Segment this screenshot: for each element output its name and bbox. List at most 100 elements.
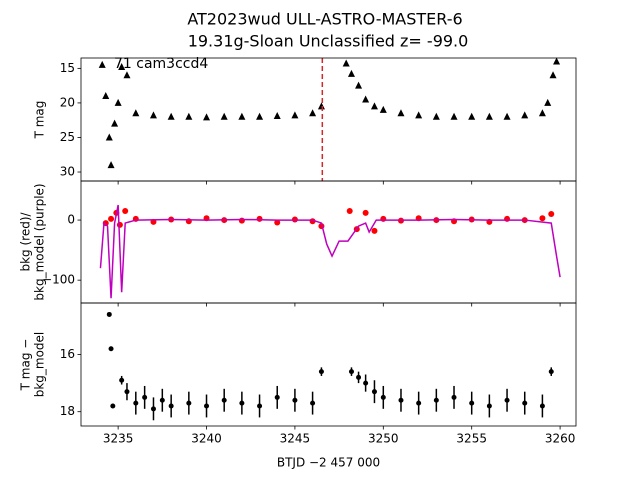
point	[274, 219, 281, 226]
y-tick-label: 25	[60, 130, 75, 144]
x-tick-label: 3235	[103, 432, 134, 446]
point	[110, 403, 116, 409]
point	[539, 215, 546, 222]
triangle-point	[123, 71, 131, 79]
point	[150, 406, 156, 412]
point	[221, 397, 227, 403]
model-line	[99, 204, 561, 299]
axes-frame	[80, 302, 577, 427]
point	[318, 369, 324, 375]
triangle-point	[370, 102, 378, 110]
y-tick-label: 0	[67, 213, 75, 227]
chart-subtitle: 19.31g-Sloan Unclassified z= -99.0	[188, 32, 469, 51]
point	[371, 389, 377, 395]
triangle-point	[415, 111, 423, 119]
point	[380, 215, 387, 222]
y-axis-label: T mag	[33, 101, 47, 140]
triangle-point	[203, 113, 211, 121]
point	[398, 397, 404, 403]
triangle-point	[538, 109, 546, 117]
x-tick-label: 3245	[280, 432, 311, 446]
point	[548, 369, 554, 375]
y-tick-label: 18	[60, 404, 75, 418]
triangle-point	[485, 112, 493, 120]
point	[133, 400, 139, 406]
triangle-point	[450, 112, 458, 120]
triangle-point	[397, 109, 405, 117]
point	[348, 369, 354, 375]
y-tick-label: −100	[42, 273, 75, 287]
point	[433, 397, 439, 403]
triangle-point	[432, 112, 440, 120]
point	[119, 377, 125, 383]
triangle-point	[468, 112, 476, 120]
triangle-point	[167, 112, 175, 120]
triangle-point	[347, 69, 355, 77]
point	[159, 397, 165, 403]
triangle-point	[521, 111, 529, 119]
triangle-point	[107, 161, 115, 169]
triangle-point	[342, 59, 350, 67]
point	[116, 221, 123, 228]
point	[204, 403, 210, 409]
triangle-point	[544, 98, 552, 106]
point	[257, 403, 263, 409]
triangle-point	[256, 112, 264, 120]
point	[142, 394, 148, 400]
y-tick-label: 30	[60, 165, 75, 179]
point	[274, 394, 280, 400]
y-axis-label: bkg (red)/	[19, 212, 33, 272]
point	[451, 394, 457, 400]
x-tick-label: 3250	[368, 432, 399, 446]
point	[363, 380, 369, 386]
triangle-point	[379, 105, 387, 113]
x-tick-label: 3240	[191, 432, 222, 446]
point	[256, 215, 263, 222]
point	[504, 397, 510, 403]
triangle-point	[553, 57, 561, 65]
y-tick-label: 16	[60, 347, 75, 361]
triangle-point	[355, 81, 363, 89]
triangle-point	[549, 71, 557, 79]
point	[504, 215, 511, 222]
point	[106, 311, 112, 317]
point	[539, 403, 545, 409]
triangle-point	[118, 62, 126, 70]
point	[108, 215, 115, 222]
triangle-point	[149, 111, 157, 119]
x-tick-label: 3260	[545, 432, 576, 446]
y-axis-label: bkg_model	[33, 332, 47, 398]
point	[346, 208, 353, 215]
point	[238, 217, 245, 224]
triangle-point	[114, 98, 122, 106]
point	[548, 211, 555, 218]
annotation: 71 cam3ccd4	[114, 56, 208, 72]
triangle-point	[185, 112, 193, 120]
triangle-point	[220, 112, 228, 120]
point	[356, 374, 362, 380]
triangle-point	[291, 111, 299, 119]
triangle-point	[317, 102, 325, 110]
point	[122, 208, 129, 215]
y-tick-label: 15	[60, 61, 75, 75]
chart-title: AT2023wud ULL-ASTRO-MASTER-6	[187, 10, 462, 29]
triangle-point	[132, 109, 140, 117]
point	[469, 400, 475, 406]
triangle-point	[238, 112, 246, 120]
y-axis-label: bkg_model (purple)	[33, 183, 47, 300]
point	[292, 397, 298, 403]
point	[522, 400, 528, 406]
triangle-point	[98, 60, 106, 68]
triangle-point	[309, 109, 317, 117]
point	[186, 400, 192, 406]
triangle-point	[273, 112, 281, 120]
triangle-point	[362, 95, 370, 103]
y-axis-label: T mag −	[19, 339, 33, 392]
point	[362, 209, 369, 216]
point	[416, 400, 422, 406]
triangle-point	[503, 112, 511, 120]
x-axis-label: BTJD −2 457 000	[277, 456, 380, 470]
point	[239, 400, 245, 406]
